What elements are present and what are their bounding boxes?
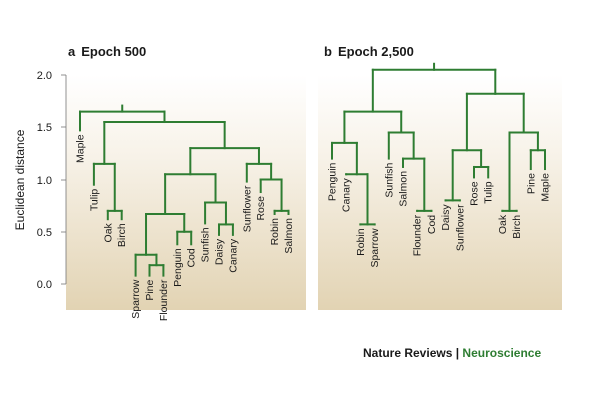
leaf-label: Oak — [102, 222, 114, 242]
y-tick-label: 0.0 — [37, 279, 52, 291]
leaf-label: Flounder — [158, 279, 170, 321]
leaf-label: Cod — [426, 215, 438, 234]
leaf-label: Sunfish — [200, 227, 212, 262]
leaf-label: Birch — [511, 215, 523, 239]
panel-a-letter: a — [68, 44, 76, 59]
journal-subject: Neuroscience — [462, 346, 542, 360]
panel-a-title-text: Epoch 500 — [81, 44, 146, 59]
leaf-label: Rose — [255, 196, 267, 221]
leaf-label: Salmon — [283, 218, 295, 254]
leaf-label: Pine — [525, 173, 537, 194]
leaf-label: Robin — [269, 218, 281, 246]
panel-b-title-text: Epoch 2,500 — [338, 44, 414, 59]
leaf-label: Penguin — [172, 248, 184, 287]
leaf-label: Canary — [227, 238, 239, 273]
leaf-label: Cod — [186, 248, 198, 267]
y-tick-label: 1.0 — [37, 175, 52, 187]
leaf-label: Sunfish — [383, 162, 395, 197]
y-tick-label: 0.5 — [37, 227, 52, 239]
leaf-label: Maple — [75, 134, 87, 163]
leaf-label: Penguin — [327, 162, 339, 201]
leaf-label: Salmon — [398, 171, 410, 207]
panel-a-background — [66, 75, 306, 310]
leaf-label: Flounder — [412, 214, 424, 256]
leaf-label: Pine — [144, 279, 156, 300]
panel-b-background — [318, 75, 562, 310]
y-axis: 2.0 1.5 1.0 0.5 0.0 Euclidean distance — [13, 70, 67, 291]
dendrogram-b: Penguin Canary Robin Sparrow Sunfish SalmonFl… — [327, 62, 552, 268]
panel-a-title: a Epoch 500 — [68, 44, 146, 59]
leaf-label: Tulip — [88, 189, 100, 212]
leaf-label: Sparrow — [130, 279, 142, 319]
leaf-label: Sunflower — [241, 185, 253, 232]
journal-credit: Nature Reviews | Neuroscience — [363, 346, 541, 360]
leaf-label: Rose — [469, 181, 481, 206]
panel-b-title: b Epoch 2,500 — [324, 44, 414, 59]
leaf-label: Maple — [540, 173, 552, 202]
leaf-label: Sunflower — [454, 204, 466, 251]
leaf-label: Canary — [341, 178, 353, 213]
leaf-label: Sparrow — [369, 228, 381, 268]
y-axis-label: Euclidean distance — [13, 129, 27, 230]
leaf-label: Tulip — [483, 181, 495, 204]
journal-name: Nature Reviews — [363, 346, 453, 360]
credit-separator: | — [455, 346, 460, 360]
leaf-label: Birch — [116, 223, 128, 247]
panel-b-letter: b — [324, 44, 332, 59]
leaf-label: Daisy — [440, 204, 452, 231]
leaf-label: Oak — [497, 214, 509, 234]
leaf-label: Robin — [355, 228, 367, 256]
y-tick-label: 1.5 — [37, 122, 52, 134]
y-tick-label: 2.0 — [37, 70, 52, 82]
leaf-label: Daisy — [214, 238, 226, 265]
